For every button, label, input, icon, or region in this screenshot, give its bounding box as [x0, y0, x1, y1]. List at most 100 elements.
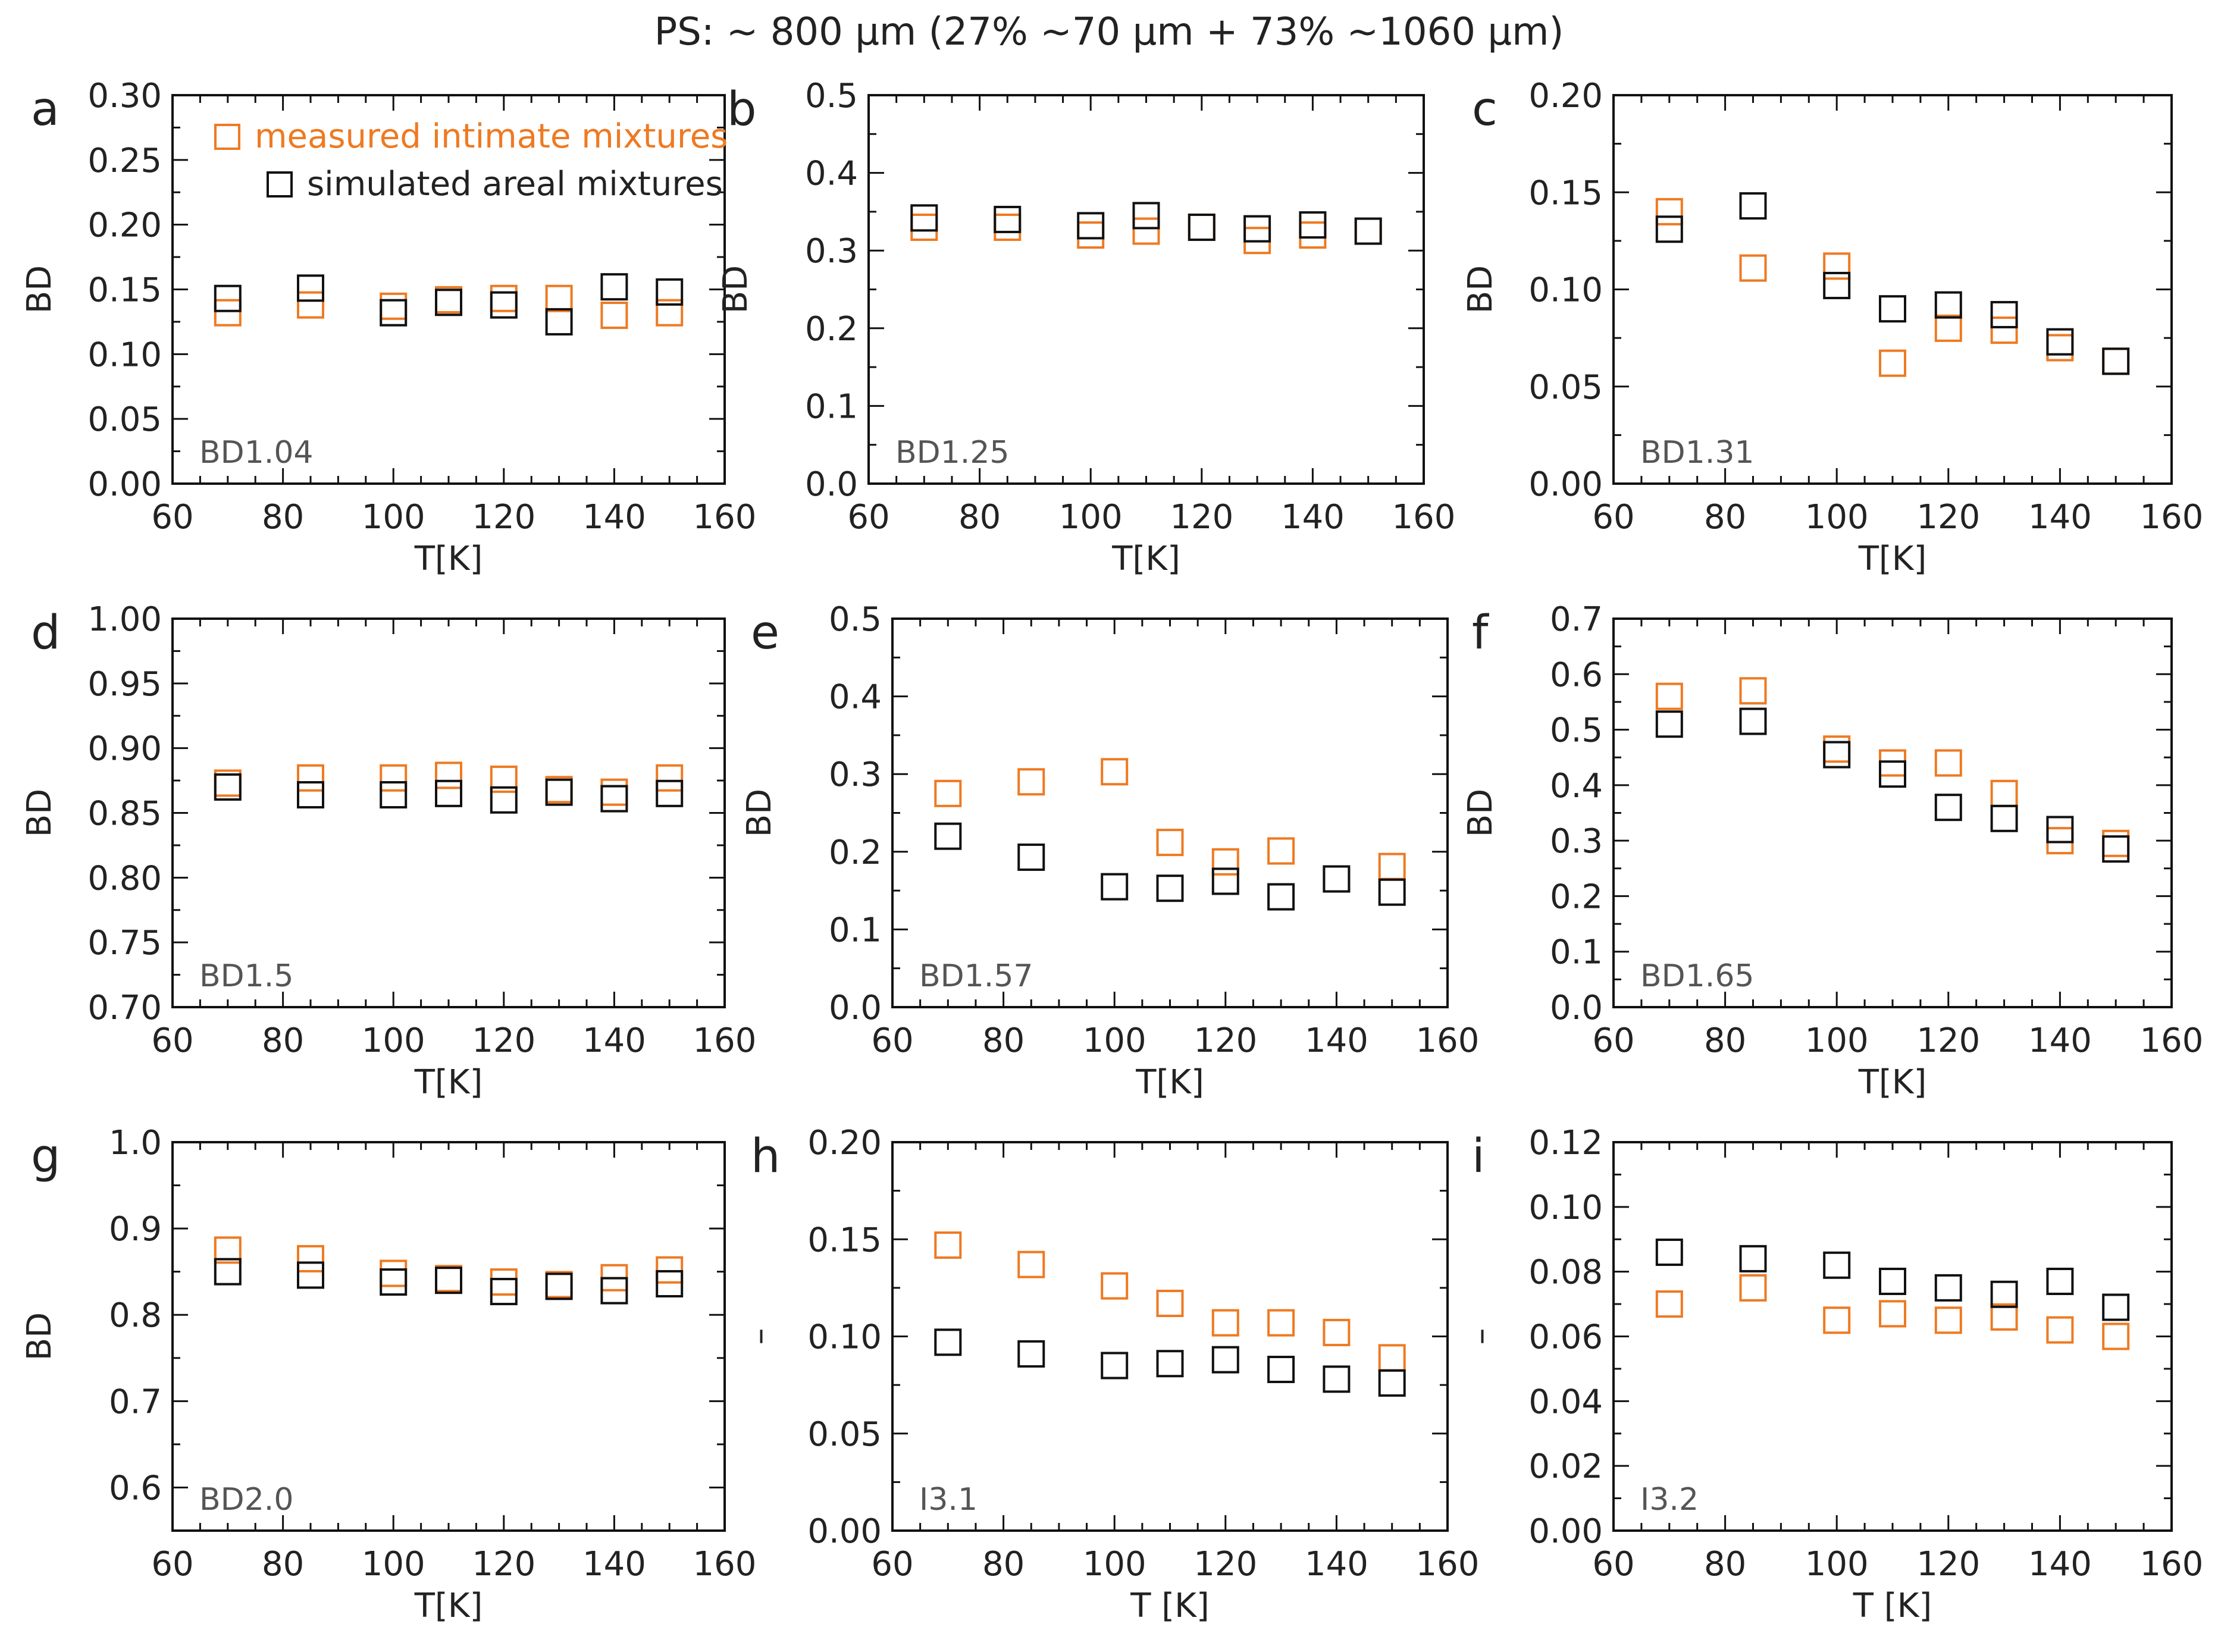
y-tick-label: 0.9 [109, 1210, 162, 1249]
panel-b: b 60 80 100 120 140 160 0.0 0.1 0.2 0.3 0.4 0.5 T[K] B… [716, 77, 1455, 578]
panel-letter: c [1472, 83, 1498, 136]
y-tick-label: 0.20 [1528, 77, 1603, 115]
measured-point [1132, 217, 1160, 245]
simulated-point [1323, 1365, 1351, 1393]
measured-point [1323, 865, 1351, 893]
measured-point [380, 292, 408, 320]
y-axis-label: BD [20, 789, 59, 838]
measured-point [1879, 749, 1906, 777]
y-tick-label: 0.05 [87, 400, 162, 439]
plot-frame [867, 94, 1425, 485]
x-tick-label: 100 [362, 498, 425, 537]
y-tick-label: 0.00 [1528, 465, 1603, 504]
simulated-point [1879, 295, 1906, 323]
x-tick-label: 160 [1392, 498, 1456, 537]
y-axis-label: BD [20, 265, 59, 314]
y-tick-label: 0.06 [1528, 1318, 1603, 1357]
y-tick-label: 0.3 [805, 232, 858, 271]
measured-point [1267, 1309, 1295, 1337]
y-axis-label: BD [716, 265, 755, 314]
x-tick-label: 80 [262, 498, 304, 537]
simulated-point [1990, 300, 2018, 328]
measured-point [1299, 221, 1327, 249]
y-tick-label: 0.2 [829, 833, 882, 872]
x-tick-label: 80 [982, 1545, 1025, 1584]
simulated-point [1188, 214, 1215, 242]
simulated-point [910, 204, 938, 232]
x-tick-label: 60 [151, 498, 193, 537]
x-tick-label: 80 [262, 1545, 304, 1584]
y-tick-label: 0.10 [807, 1318, 882, 1357]
x-tick-label: 120 [1193, 1021, 1257, 1060]
x-tick-label: 140 [582, 498, 646, 537]
figure-title: PS: ~ 800 µm (27% ~70 µm + 73% ~1060 µm) [654, 10, 1564, 54]
simulated-point [1823, 1251, 1851, 1279]
x-tick-label: 120 [472, 498, 535, 537]
panel-d: d 60 80 100 120 140 160 0.70 0.75 0.80 0.85 0.90 0.9… [20, 600, 756, 1102]
x-tick-label: 160 [2140, 498, 2204, 537]
simulated-point [214, 284, 242, 312]
y-tick-label: 0.5 [829, 600, 882, 639]
x-axis-label: T[K] [1858, 540, 1927, 578]
measured-point [2046, 1316, 2074, 1344]
x-axis-label: T[K] [414, 1063, 483, 1102]
y-tick-label: 0.4 [829, 678, 882, 717]
measured-point [1156, 829, 1184, 857]
simulated-point [1990, 1280, 2018, 1308]
y-axis-label: BD [20, 1312, 59, 1361]
panel-letter: b [727, 83, 757, 136]
measured-point [656, 1256, 684, 1284]
simulated-point [1354, 217, 1382, 245]
panel-letter: g [31, 1130, 61, 1183]
band-label: I3.1 [919, 1482, 978, 1518]
band-label: I3.2 [1640, 1482, 1699, 1518]
measured-point [600, 778, 628, 806]
x-tick-label: 120 [472, 1021, 535, 1060]
y-tick-label: 0.10 [87, 336, 162, 374]
y-tick-label: 0.4 [1550, 767, 1603, 805]
legend-simulated-label: simulated areal mixtures [307, 165, 723, 203]
simulated-point [380, 781, 408, 809]
simulated-point [1823, 271, 1851, 299]
simulated-point [1243, 215, 1271, 243]
legend-measured-label: measured intimate mixtures [255, 117, 728, 156]
simulated-point [297, 274, 324, 302]
measured-point [490, 284, 518, 312]
simulated-point [2102, 835, 2130, 863]
x-tick-label: 140 [2028, 1545, 2092, 1584]
measured-point [1101, 758, 1129, 786]
simulated-point [490, 1278, 518, 1306]
measured-point [545, 284, 573, 312]
y-axis-label: – [1461, 1328, 1500, 1345]
y-tick-label: 1.0 [109, 1124, 162, 1162]
legend-measured-marker [214, 124, 240, 150]
y-tick-label: 0.00 [1528, 1512, 1603, 1551]
y-tick-label: 0.00 [807, 1512, 882, 1551]
y-tick-label: 0.75 [87, 924, 162, 963]
simulated-point [1655, 215, 1683, 243]
x-tick-label: 140 [1305, 1545, 1368, 1584]
legend-simulated-marker [267, 171, 293, 198]
simulated-point [380, 1268, 408, 1296]
simulated-point [545, 1272, 573, 1300]
x-tick-label: 60 [1592, 1021, 1634, 1060]
y-tick-label: 0.6 [1550, 656, 1603, 694]
simulated-point [2046, 816, 2074, 844]
plot-frame [171, 617, 726, 1008]
simulated-point [1934, 794, 1962, 822]
y-tick-label: 0.30 [87, 77, 162, 115]
measured-point [2102, 1322, 2130, 1350]
y-tick-label: 0.90 [87, 730, 162, 769]
simulated-point [435, 1267, 462, 1294]
x-tick-label: 140 [582, 1545, 646, 1584]
panel-letter: f [1472, 606, 1489, 660]
y-tick-label: 0.2 [805, 310, 858, 349]
x-tick-label: 140 [1305, 1021, 1368, 1060]
panel-letter: e [751, 606, 779, 660]
measured-point [1211, 848, 1239, 876]
y-tick-label: 0.7 [109, 1383, 162, 1421]
x-tick-label: 120 [472, 1545, 535, 1584]
simulated-point [1267, 1356, 1295, 1384]
x-tick-label: 120 [1916, 1021, 1980, 1060]
